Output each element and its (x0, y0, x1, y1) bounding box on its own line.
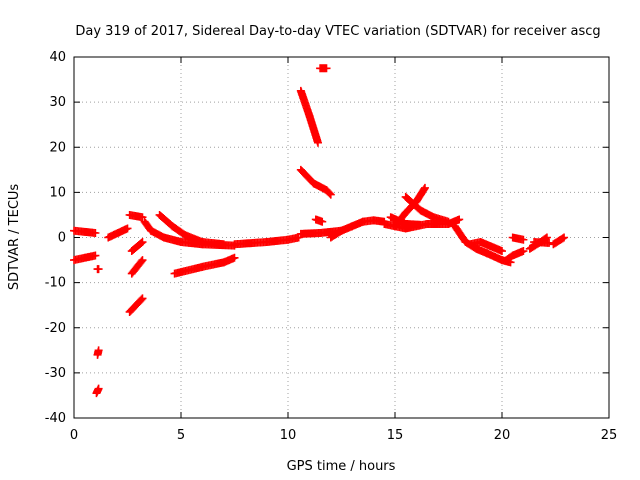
y-tick-label: -30 (45, 366, 66, 381)
data-point (313, 138, 322, 147)
data-point (420, 183, 429, 192)
data-point (416, 220, 425, 229)
series-arc-16 (296, 86, 322, 147)
series-arc-9 (127, 256, 147, 278)
series-arc-13 (170, 253, 239, 278)
series-arc-1 (70, 226, 100, 237)
data-point (94, 265, 103, 274)
series-arc-10 (127, 238, 147, 256)
data-point (138, 238, 147, 247)
x-tick-label: 25 (601, 428, 618, 443)
y-tick-label: 0 (58, 231, 66, 246)
x-tick-label: 15 (387, 428, 404, 443)
data-point (123, 224, 132, 233)
series-arc-12 (155, 210, 228, 249)
series-arc-2 (70, 251, 100, 265)
data-point (498, 247, 506, 256)
series-arc-28 (502, 247, 528, 265)
x-axis-label: GPS time / hours (287, 459, 396, 474)
series-arc-7 (125, 210, 147, 222)
axis-ticks (73, 56, 610, 419)
series-arc-32 (549, 233, 569, 249)
x-tick-labels: 0 5 10 15 20 25 (70, 428, 617, 443)
data-point (94, 384, 103, 393)
series-arc-31 (530, 238, 554, 247)
series-arc-5 (92, 384, 103, 398)
series-arc-8 (125, 294, 147, 316)
data-point (219, 240, 228, 249)
series-arc-20 (326, 216, 389, 242)
y-tick-label: 30 (49, 95, 66, 110)
y-tick-label: 40 (49, 50, 66, 65)
series-arc-18 (316, 64, 331, 73)
data-point (94, 346, 103, 355)
data-point (322, 64, 331, 73)
data-point (137, 295, 146, 304)
y-tick-label: -10 (45, 276, 66, 291)
y-tick-label: -40 (45, 411, 66, 426)
data-point (137, 239, 146, 248)
series-arc-29 (508, 233, 528, 244)
data-point (318, 217, 327, 226)
series-arc-17 (296, 165, 335, 199)
data-point (455, 215, 464, 224)
data-marks (70, 64, 569, 398)
x-tick-label: 10 (280, 428, 297, 443)
data-point (138, 256, 147, 265)
series-arc-24 (401, 192, 453, 226)
series-arc-6 (104, 224, 132, 242)
data-point (91, 228, 100, 237)
x-tick-label: 0 (70, 428, 78, 443)
data-point (519, 247, 528, 256)
x-tick-label: 5 (177, 428, 185, 443)
y-tick-label: 10 (49, 185, 66, 200)
y-tick-label: 20 (49, 140, 66, 155)
series-arc-4 (93, 346, 103, 359)
y-axis-label: SDTVAR / TECUs (7, 184, 22, 291)
data-point (137, 257, 146, 266)
data-point (326, 190, 335, 199)
data-point (138, 294, 147, 303)
data-point (230, 253, 239, 262)
series-arc-23 (391, 183, 429, 231)
data-point (91, 251, 100, 260)
x-tick-label: 20 (494, 428, 511, 443)
data-point (519, 235, 528, 244)
series-arc-19 (311, 215, 327, 226)
y-tick-labels: -40 -30 -20 -10 0 10 20 30 40 (45, 50, 66, 426)
chart-title: Day 319 of 2017, Sidereal Day-to-day VTE… (75, 24, 600, 39)
y-tick-label: -20 (45, 321, 66, 336)
series-arc-27 (465, 238, 506, 256)
data-point (558, 234, 567, 243)
series-arc-3 (93, 265, 103, 274)
grid-lines (74, 57, 609, 418)
series-arc-14 (230, 233, 303, 249)
data-point (560, 233, 569, 242)
data-point (325, 189, 334, 198)
data-point (138, 213, 147, 222)
